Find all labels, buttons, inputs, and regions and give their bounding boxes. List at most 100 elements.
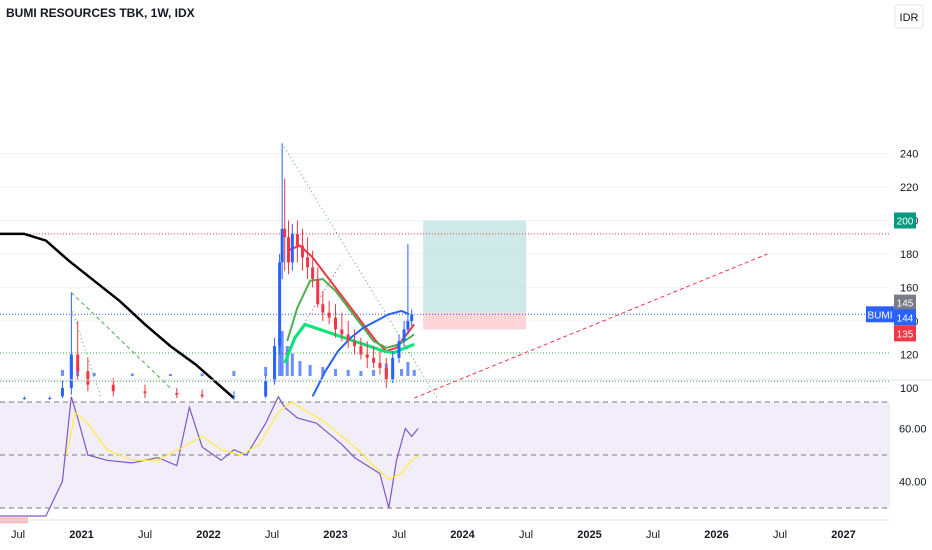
candle-body: [232, 396, 236, 398]
target-zone: [423, 220, 526, 313]
volume-bar: [232, 371, 236, 376]
time-axis[interactable]: Jul 2021 Jul 2022 Jul 2023 Jul 2024 Jul 2025 Jul 20…: [11, 529, 856, 541]
volume-bar: [400, 369, 404, 376]
time-tick-label: 2022: [196, 529, 220, 541]
candle-body: [353, 341, 357, 347]
rsi-axis: 40.00 60.00: [899, 424, 927, 489]
moving-average-line: [283, 322, 415, 364]
candle-body: [60, 388, 64, 397]
candle-body: [384, 367, 388, 380]
volume-bar: [280, 331, 284, 376]
position-zones[interactable]: [423, 220, 526, 330]
candle-body: [410, 314, 414, 321]
price-label-bg: [894, 212, 916, 229]
horizontal-levels[interactable]: [0, 233, 890, 382]
volume-bar: [92, 373, 96, 376]
time-tick-label: Jul: [265, 529, 279, 541]
candle-body: [402, 329, 406, 342]
time-tick-label: 2024: [450, 529, 475, 541]
moving-average-line: [286, 278, 415, 349]
price-tick-label: 220: [900, 182, 918, 194]
candle-body: [346, 334, 350, 342]
volume-bar: [334, 369, 337, 376]
price-label-bg: [894, 294, 916, 311]
candle-body: [397, 341, 401, 358]
time-tick-label: Jul: [519, 529, 533, 541]
price-pane[interactable]: 100120140160180200220240 200145BUMI14413…: [0, 143, 918, 400]
rsi-line: [65, 401, 420, 480]
time-tick-label: 2026: [704, 529, 728, 541]
rsi-pane[interactable]: 40.00 60.00: [0, 395, 927, 524]
candle-body: [295, 233, 299, 246]
trendlines[interactable]: [70, 143, 768, 399]
time-tick-label: Jul: [138, 529, 152, 541]
candle-body: [283, 228, 287, 238]
candle-body: [200, 394, 204, 397]
volume-bar: [321, 367, 325, 376]
volume-bar: [285, 346, 289, 376]
volume-bars: [60, 331, 416, 376]
price-labels: 200 145 BUMI 144 135: [866, 212, 916, 342]
price-tick-label: 180: [900, 249, 918, 261]
volume-bar: [168, 374, 172, 376]
candle-body: [300, 245, 304, 258]
time-tick-label: 2021: [69, 529, 93, 541]
volume-bar: [406, 362, 410, 376]
price-tick-label: 240: [900, 149, 918, 161]
price-tick-label: 100: [900, 383, 918, 395]
volume-bar: [264, 367, 268, 376]
candle-body: [69, 354, 73, 388]
candle-body: [86, 371, 90, 385]
candle-body: [311, 267, 315, 280]
time-tick-label: Jul: [773, 529, 787, 541]
volume-bar: [290, 353, 294, 376]
candle-body: [378, 362, 382, 368]
volume-bar: [346, 370, 350, 376]
time-tick-label: 2023: [323, 529, 347, 541]
candle-body: [391, 357, 395, 380]
time-tick-label: 2025: [577, 529, 601, 541]
trendline: [70, 292, 171, 389]
candle-body: [278, 262, 282, 347]
candle-body: [372, 357, 376, 363]
price-label-200: 200: [897, 217, 914, 228]
candle-body: [365, 354, 369, 358]
candle-body: [334, 317, 337, 330]
price-label-144: 144: [897, 313, 914, 324]
moving-average-line: [0, 232, 235, 400]
price-label-bg: [894, 325, 916, 342]
candle-body: [143, 391, 147, 394]
volume-bar: [278, 338, 282, 376]
candle-body: [327, 312, 331, 318]
price-label-135: 135: [897, 329, 914, 340]
price-tick-label: 120: [900, 350, 918, 362]
volume-bar: [359, 371, 363, 376]
trendline: [281, 143, 438, 399]
rsi-line: [0, 395, 419, 517]
candle-body: [316, 279, 320, 305]
rsi-tick-label: 60.00: [899, 424, 927, 436]
volume-bar: [412, 370, 416, 376]
symbol-label-bg: [866, 306, 894, 323]
candle-body: [321, 304, 325, 313]
volume-bar: [372, 370, 376, 376]
time-tick-label: Jul: [646, 529, 660, 541]
candle-body: [340, 329, 344, 335]
time-tick-label: Jul: [11, 529, 25, 541]
candle-body: [290, 233, 294, 263]
candles: [22, 143, 414, 400]
volume-bar: [60, 370, 64, 376]
candle-body: [273, 346, 277, 382]
time-tick-label: 2027: [831, 529, 855, 541]
stop-zone: [423, 312, 526, 330]
candle-body: [76, 354, 80, 372]
price-axis[interactable]: 100120140160180200220240: [900, 149, 918, 396]
price-label-bg: [894, 309, 916, 326]
candle-body: [287, 237, 291, 263]
symbol-label: BUMI: [868, 310, 893, 321]
rsi-tick-label: 40.00: [899, 477, 927, 489]
time-tick-label: Jul: [392, 529, 406, 541]
currency-button[interactable]: IDR: [894, 4, 924, 29]
trendline: [414, 253, 768, 399]
